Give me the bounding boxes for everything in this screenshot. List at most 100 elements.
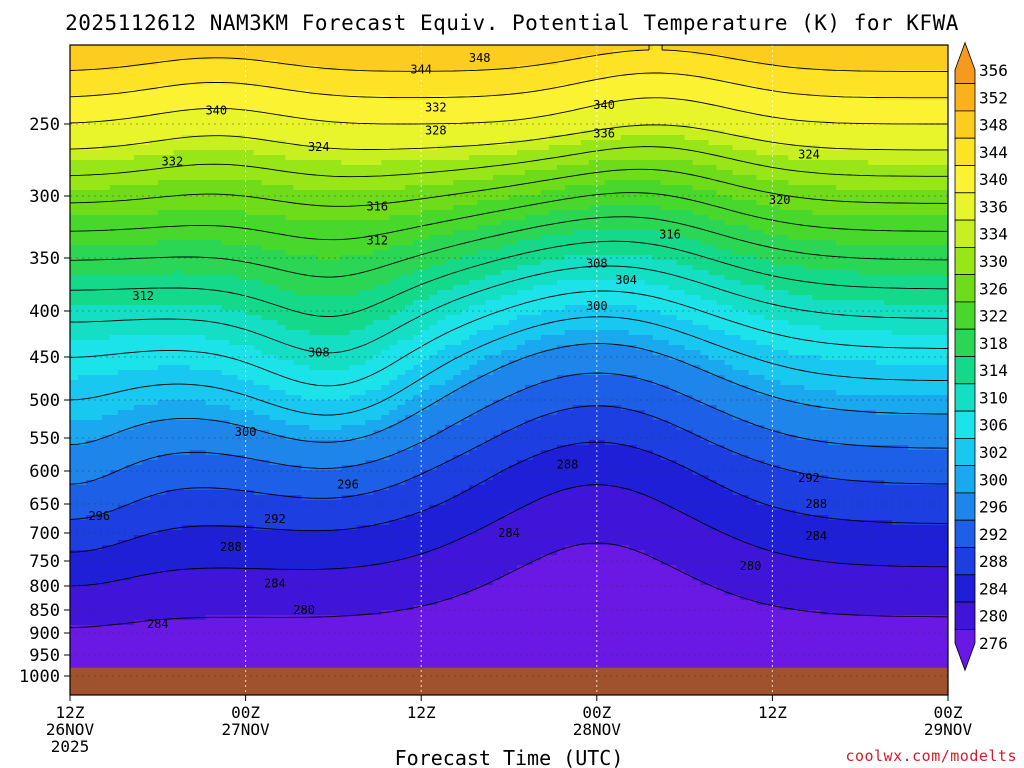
field-cell: [564, 90, 574, 96]
field-cell: [165, 85, 175, 91]
field-cell: [564, 150, 574, 156]
field-cell: [908, 180, 917, 186]
field-cell: [165, 175, 175, 181]
field-cell: [588, 220, 598, 226]
field-cell: [932, 105, 941, 111]
field-cell: [700, 205, 710, 211]
field-cell: [437, 45, 446, 51]
field-cell: [213, 195, 223, 201]
field-cell: [365, 120, 374, 126]
field-cell: [141, 215, 151, 221]
field-cell: [668, 50, 678, 56]
field-cell: [796, 75, 805, 81]
field-cell: [572, 180, 582, 186]
field-cell: [77, 270, 87, 276]
field-cell: [828, 115, 837, 121]
field-cell: [836, 60, 845, 66]
field-cell: [748, 240, 758, 246]
field-cell: [437, 245, 446, 251]
field-cell: [445, 240, 454, 246]
field-cell: [197, 140, 207, 146]
field-cell: [429, 120, 438, 126]
field-cell: [485, 135, 494, 141]
field-cell: [940, 250, 948, 256]
field-cell: [916, 60, 925, 66]
field-cell: [285, 255, 295, 261]
field-cell: [932, 145, 941, 151]
field-cell: [548, 125, 558, 131]
field-cell: [437, 120, 446, 126]
field-cell: [349, 105, 358, 111]
field-cell: [692, 85, 702, 91]
field-cell: [381, 210, 390, 216]
field-cell: [716, 210, 726, 216]
field-cell: [477, 100, 486, 106]
field-cell: [349, 155, 358, 161]
field-cell: [413, 160, 422, 166]
field-cell: [93, 115, 103, 121]
field-cell: [804, 100, 813, 106]
field-cell: [900, 145, 909, 151]
field-cell: [828, 85, 837, 91]
field-cell: [724, 170, 734, 176]
field-cell: [317, 180, 327, 186]
field-cell: [125, 195, 135, 201]
field-cell: [117, 180, 127, 186]
field-cell: [820, 75, 829, 81]
field-cell: [748, 195, 758, 201]
field-cell: [620, 225, 630, 231]
field-cell: [628, 220, 638, 226]
field-cell: [341, 190, 350, 196]
field-cell: [453, 100, 462, 106]
field-cell: [245, 205, 255, 211]
field-cell: [77, 170, 87, 176]
field-cell: [381, 255, 390, 261]
field-cell: [245, 225, 255, 231]
field-cell: [301, 120, 311, 126]
field-cell: [413, 145, 422, 151]
field-cell: [876, 155, 885, 161]
field-cell: [413, 260, 422, 266]
field-cell: [940, 45, 948, 51]
field-cell: [716, 265, 726, 271]
field-cell: [580, 125, 590, 131]
field-cell: [245, 255, 255, 261]
field-cell: [780, 240, 789, 246]
field-cell: [325, 180, 334, 186]
field-cell: [421, 115, 430, 121]
field-cell: [660, 265, 670, 271]
field-cell: [652, 105, 662, 111]
field-cell: [453, 165, 462, 171]
field-cell: [117, 145, 127, 151]
field-cell: [748, 220, 758, 226]
field-cell: [405, 175, 414, 181]
field-cell: [477, 75, 486, 81]
field-cell: [253, 220, 263, 226]
field-cell: [604, 130, 614, 136]
field-cell: [437, 65, 446, 71]
field-cell: [469, 245, 478, 251]
field-cell: [501, 105, 510, 111]
field-cell: [764, 55, 773, 61]
field-cell: [413, 65, 422, 71]
field-cell: [469, 130, 478, 136]
field-cell: [628, 70, 638, 76]
field-cell: [660, 75, 670, 81]
field-cell: [269, 120, 279, 126]
field-cell: [516, 130, 526, 136]
field-cell: [253, 90, 263, 96]
field-cell: [397, 145, 406, 151]
field-cell: [900, 245, 909, 251]
field-cell: [341, 95, 350, 101]
field-cell: [469, 50, 478, 56]
field-cell: [237, 140, 247, 146]
field-cell: [301, 90, 311, 96]
field-cell: [660, 50, 670, 56]
field-cell: [85, 110, 95, 116]
field-cell: [277, 190, 287, 196]
field-cell: [333, 145, 342, 151]
field-cell: [860, 85, 869, 91]
field-cell: [509, 185, 518, 191]
field-cell: [373, 135, 382, 141]
field-cell: [141, 180, 151, 186]
